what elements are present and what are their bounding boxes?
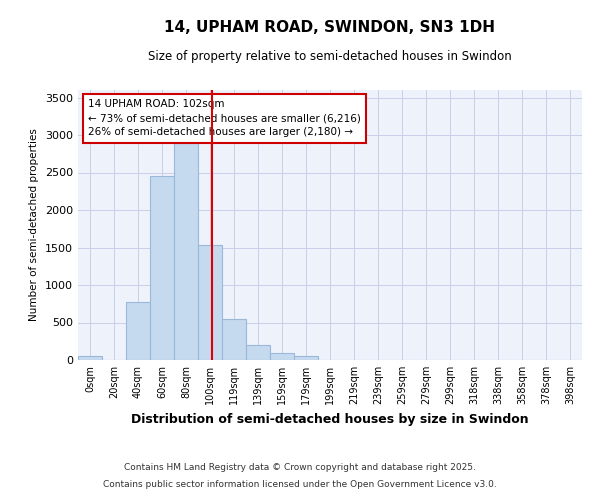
Bar <box>246 345 270 360</box>
Text: Contains public sector information licensed under the Open Government Licence v3: Contains public sector information licen… <box>103 480 497 489</box>
X-axis label: Distribution of semi-detached houses by size in Swindon: Distribution of semi-detached houses by … <box>131 412 529 426</box>
Bar <box>222 319 246 360</box>
Text: 14 UPHAM ROAD: 102sqm
← 73% of semi-detached houses are smaller (6,216)
26% of s: 14 UPHAM ROAD: 102sqm ← 73% of semi-deta… <box>88 100 361 138</box>
Bar <box>270 353 294 360</box>
Y-axis label: Number of semi-detached properties: Number of semi-detached properties <box>29 128 40 322</box>
Bar <box>174 142 198 360</box>
Bar <box>150 176 174 360</box>
Bar <box>198 245 222 360</box>
Bar <box>78 356 102 360</box>
Text: Contains HM Land Registry data © Crown copyright and database right 2025.: Contains HM Land Registry data © Crown c… <box>124 464 476 472</box>
Text: 14, UPHAM ROAD, SWINDON, SN3 1DH: 14, UPHAM ROAD, SWINDON, SN3 1DH <box>164 20 496 35</box>
Bar <box>126 302 150 360</box>
Text: Size of property relative to semi-detached houses in Swindon: Size of property relative to semi-detach… <box>148 50 512 63</box>
Bar <box>294 356 318 360</box>
